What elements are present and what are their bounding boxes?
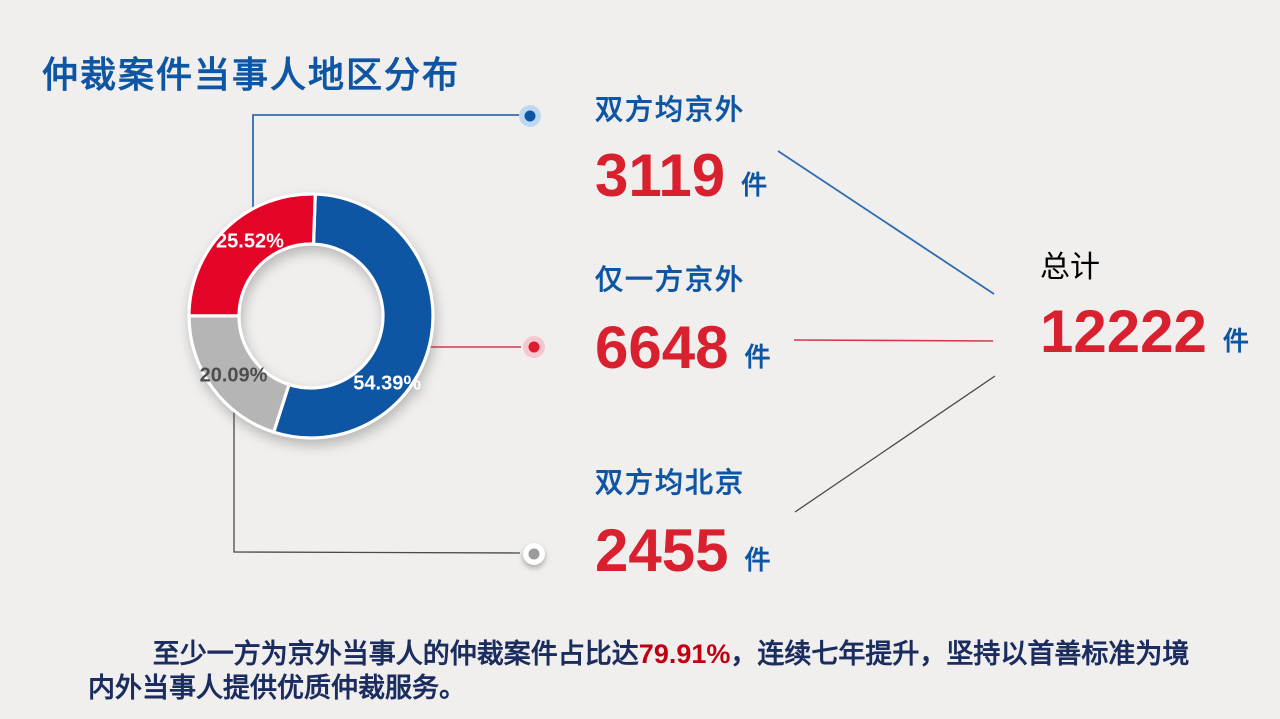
- footnote: 至少一方为京外当事人的仲裁案件占比达79.91%，连续七年提升，坚持以首善标准为…: [88, 637, 1203, 705]
- callout-value: 6648: [595, 314, 729, 381]
- donut-slice-2: [187, 192, 317, 318]
- callout-both-beijing: 双方均北京 2455 件: [595, 465, 771, 581]
- callout-dot-red-icon: [523, 336, 545, 358]
- total-line-red: [793, 339, 994, 342]
- leader-line-bottom: [233, 392, 521, 554]
- total-value: 12222: [1040, 298, 1207, 365]
- callout-label: 仅一方京外: [595, 264, 746, 295]
- total-connector-lines: [777, 150, 996, 513]
- callout-value: 2455: [595, 517, 729, 584]
- donut-slice-pct-label-1: 20.09%: [200, 364, 268, 386]
- footnote-prefix: 至少一方为京外当事人的仲裁案件占比达: [152, 639, 639, 669]
- callout-label: 双方均京外: [595, 94, 746, 125]
- total-block: 总计 12222 件: [1040, 242, 1249, 362]
- callout-label: 双方均北京: [595, 467, 746, 498]
- donut-slice-pct-label-2: 25.52%: [216, 231, 284, 253]
- callout-dot-gray-icon: [523, 543, 545, 565]
- callout-unit: 件: [744, 545, 771, 575]
- callout-unit: 件: [741, 170, 768, 200]
- donut-chart: 54.39% 20.09% 25.52%: [187, 192, 435, 440]
- leader-line-top: [252, 114, 519, 224]
- total-label: 总计: [1040, 251, 1100, 284]
- callout-one-party-outside: 仅一方京外 6648 件: [595, 262, 771, 378]
- page-title: 仲裁案件当事人地区分布: [42, 54, 461, 96]
- callout-value: 3119: [595, 142, 726, 209]
- donut-slice-pct-label-0: 54.39%: [353, 372, 421, 394]
- total-line-blue: [777, 150, 995, 295]
- callout-unit: 件: [744, 342, 771, 372]
- callout-dot-blue-icon: [519, 105, 541, 127]
- total-unit: 件: [1222, 326, 1249, 356]
- footnote-highlight: 79.91%: [638, 639, 731, 669]
- callout-both-outside-beijing: 双方均京外 3119 件: [595, 92, 767, 206]
- footnote-suffix: ，连续七年提升，坚持以首善标准为境内外当事人提供优质仲裁服务。: [88, 639, 1190, 703]
- leader-lines: [233, 114, 521, 554]
- donut-slice-0: [272, 192, 435, 440]
- total-line-dark: [794, 375, 996, 513]
